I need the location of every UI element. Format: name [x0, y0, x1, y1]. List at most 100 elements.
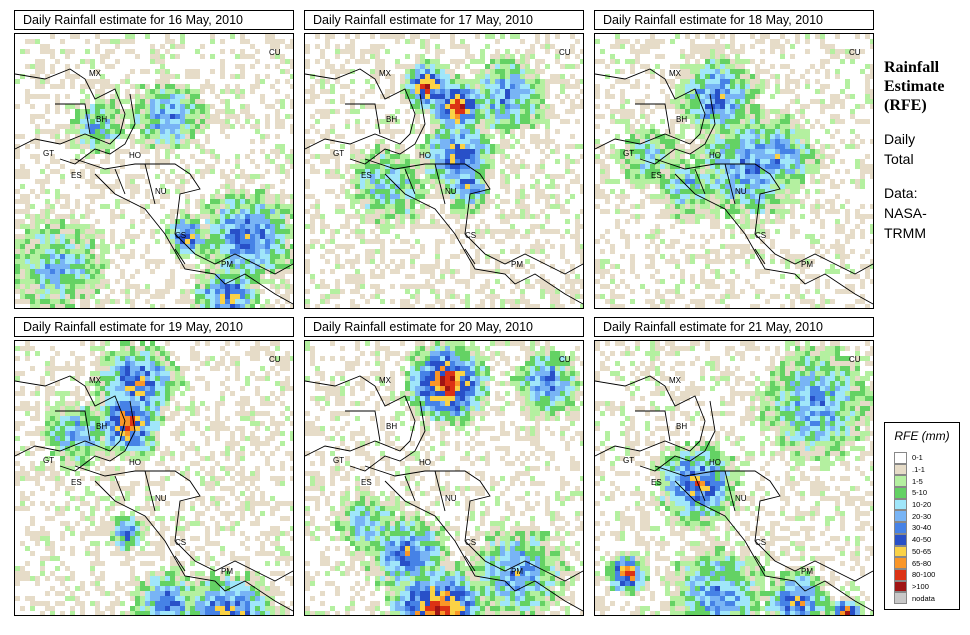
- rainfall-field: [305, 34, 583, 308]
- country-label-cs: CS: [465, 231, 477, 240]
- country-label-nu: NU: [155, 494, 167, 503]
- legend-swatch: [894, 557, 907, 569]
- country-label-pm: PM: [511, 260, 523, 269]
- country-label-gt: GT: [43, 456, 55, 465]
- country-label-cu: CU: [849, 48, 861, 57]
- country-label-cu: CU: [269, 355, 281, 364]
- legend-label: 30-40: [912, 523, 932, 533]
- country-label-mx: MX: [89, 376, 101, 385]
- country-label-ho: HO: [709, 151, 721, 160]
- legend-item: .1-1: [894, 463, 959, 476]
- country-label-gt: GT: [333, 149, 345, 158]
- country-label-cs: CS: [755, 538, 767, 547]
- legend-label: 65-80: [912, 558, 932, 568]
- legend: RFE (mm) 0-1 .1-1 1-5 5-10 10-20 20-30 30-40 40…: [884, 422, 960, 610]
- country-label-cu: CU: [269, 48, 281, 57]
- legend-item: 65-80: [894, 557, 959, 569]
- legend-label: >100: [912, 581, 929, 591]
- country-label-mx: MX: [669, 376, 681, 385]
- country-label-mx: MX: [379, 376, 391, 385]
- country-label-ho: HO: [709, 458, 721, 467]
- legend-item: 10-20: [894, 498, 959, 511]
- legend-label: 1-5: [912, 476, 923, 486]
- country-label-pm: PM: [511, 567, 523, 576]
- legend-item: 1-5: [894, 475, 959, 488]
- country-label-gt: GT: [623, 456, 635, 465]
- country-label-bh: BH: [676, 115, 688, 124]
- country-label-cu: CU: [849, 355, 861, 364]
- legend-item: 40-50: [894, 533, 959, 546]
- legend-swatch: [894, 475, 907, 488]
- country-label-ho: HO: [419, 458, 431, 467]
- country-label-bh: BH: [386, 422, 398, 431]
- legend-item: 30-40: [894, 522, 959, 534]
- country-label-es: ES: [651, 171, 662, 180]
- rainfall-map: CU MX BH GT HO ES NU CS PM: [304, 33, 584, 309]
- country-label-cu: CU: [559, 355, 571, 364]
- legend-item: nodata: [894, 592, 959, 604]
- panel-title: Daily Rainfall estimate for 19 May, 2010: [14, 317, 294, 337]
- legend-swatch: [894, 592, 907, 604]
- data-source: NASA-TRMM: [884, 205, 927, 241]
- panel-title: Daily Rainfall estimate for 21 May, 2010: [594, 317, 874, 337]
- country-label-gt: GT: [333, 456, 345, 465]
- country-label-cs: CS: [175, 538, 187, 547]
- country-label-ho: HO: [129, 458, 141, 467]
- legend-item: >100: [894, 580, 959, 593]
- rainfall-map: CU MX BH GT HO ES NU CS PM: [594, 340, 874, 616]
- legend-swatch: [894, 580, 907, 593]
- country-label-mx: MX: [89, 69, 101, 78]
- rainfall-panel-18-may: Daily Rainfall estimate for 18 May, 2010…: [594, 10, 874, 309]
- rainfall-map: CU MX BH GT HO ES NU CS PM: [14, 340, 294, 616]
- side-info: Rainfall Estimate (RFE) Daily Total Data…: [884, 58, 968, 243]
- rainfall-field: [15, 34, 293, 308]
- panel-title: Daily Rainfall estimate for 17 May, 2010: [304, 10, 584, 30]
- legend-item: 80-100: [894, 568, 959, 581]
- country-label-es: ES: [71, 478, 82, 487]
- country-label-nu: NU: [155, 187, 167, 196]
- legend-label: nodata: [912, 593, 935, 603]
- country-label-nu: NU: [735, 187, 747, 196]
- country-label-cu: CU: [559, 48, 571, 57]
- country-label-mx: MX: [669, 69, 681, 78]
- country-label-es: ES: [651, 478, 662, 487]
- legend-label: 5-10: [912, 488, 928, 498]
- legend-swatch: [894, 533, 907, 546]
- country-label-pm: PM: [221, 260, 233, 269]
- country-label-pm: PM: [801, 260, 813, 269]
- legend-item: 50-65: [894, 545, 959, 558]
- rainfall-field: [595, 341, 873, 615]
- legend-item: 0-1: [894, 452, 959, 464]
- legend-label: 10-20: [912, 500, 932, 510]
- legend-item: 5-10: [894, 487, 959, 499]
- legend-swatch: [894, 545, 907, 558]
- country-label-bh: BH: [96, 115, 108, 124]
- country-label-ho: HO: [129, 151, 141, 160]
- legend-label: .1-1: [912, 465, 925, 475]
- rainfall-panel-19-may: Daily Rainfall estimate for 19 May, 2010…: [14, 317, 294, 616]
- country-label-pm: PM: [221, 567, 233, 576]
- panel-title: Daily Rainfall estimate for 16 May, 2010: [14, 10, 294, 30]
- product-title: Rainfall Estimate (RFE): [884, 59, 945, 114]
- rainfall-panel-20-may: Daily Rainfall estimate for 20 May, 2010…: [304, 317, 584, 616]
- country-label-pm: PM: [801, 567, 813, 576]
- rainfall-map: CU MX BH GT HO ES NU CS PM: [594, 33, 874, 309]
- panel-title: Daily Rainfall estimate for 18 May, 2010: [594, 10, 874, 30]
- country-label-cs: CS: [755, 231, 767, 240]
- country-label-cs: CS: [175, 231, 187, 240]
- country-label-bh: BH: [386, 115, 398, 124]
- country-label-nu: NU: [445, 187, 457, 196]
- legend-item: 20-30: [894, 510, 959, 523]
- country-label-nu: NU: [735, 494, 747, 503]
- legend-swatch: [894, 568, 907, 581]
- rainfall-panel-17-may: Daily Rainfall estimate for 17 May, 2010…: [304, 10, 584, 309]
- legend-title: RFE (mm): [894, 429, 950, 443]
- legend-label: 20-30: [912, 511, 932, 521]
- legend-swatch: [894, 498, 907, 511]
- rainfall-field: [305, 341, 583, 615]
- rainfall-panel-16-may: Daily Rainfall estimate for 16 May, 2010…: [14, 10, 294, 309]
- legend-label: 0-1: [912, 453, 923, 463]
- country-label-bh: BH: [96, 422, 108, 431]
- data-label: Data:: [884, 185, 918, 201]
- country-label-nu: NU: [445, 494, 457, 503]
